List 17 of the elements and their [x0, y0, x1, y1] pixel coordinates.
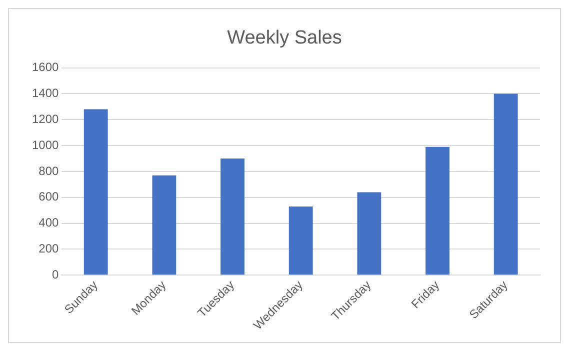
- y-tick-label: 600: [38, 190, 60, 204]
- y-tick-label: 1200: [32, 112, 60, 126]
- y-tick-label: 1600: [32, 60, 60, 74]
- chart-title: Weekly Sales: [227, 28, 342, 49]
- y-tick-label: 1000: [32, 138, 60, 152]
- y-tick-label: 800: [38, 164, 60, 178]
- bar: [357, 192, 382, 275]
- y-tick-label: 0: [52, 267, 60, 282]
- bar: [220, 158, 244, 275]
- bar: [494, 94, 518, 275]
- bar: [426, 146, 450, 275]
- y-tick-label: 400: [38, 216, 60, 230]
- bar: [152, 175, 176, 275]
- bar: [288, 206, 313, 275]
- y-tick-label: 1400: [32, 86, 60, 100]
- y-tick-label: 200: [38, 242, 60, 256]
- bar: [84, 109, 108, 275]
